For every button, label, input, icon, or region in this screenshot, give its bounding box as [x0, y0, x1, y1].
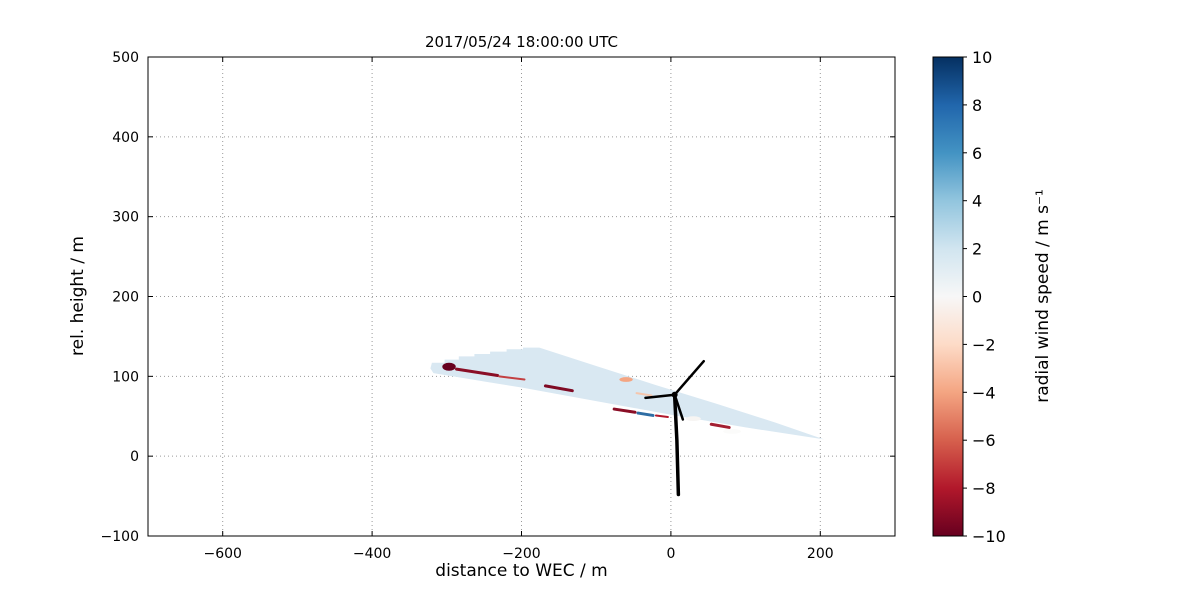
- y-tick-label: 200: [112, 290, 139, 306]
- axes-frame: −600 −400 −200 0 200 −100 0 100 200 300 400 500: [101, 50, 896, 562]
- colorbar-tick-label: 10: [972, 48, 992, 67]
- colorbar-tick-label: 6: [972, 144, 982, 163]
- plot-title: 2017/05/24 18:00:00 UTC: [424, 33, 619, 51]
- colorbar-tick-label: 2: [972, 240, 982, 259]
- lidar-scan-wedge: [430, 347, 824, 440]
- colorbar-tick-label: −6: [972, 431, 996, 450]
- colorbar: 10 8 6 4 2 0 −2 −4 −6 −8 −10: [932, 48, 1006, 546]
- x-tick-label: 200: [807, 546, 834, 562]
- y-tick-label: 300: [112, 210, 139, 226]
- y-axis-label: rel. height / m: [68, 236, 88, 356]
- x-axis-label: distance to WEC / m: [435, 561, 608, 581]
- x-tick-label: −400: [353, 546, 391, 562]
- colorbar-tick-label: −4: [972, 383, 996, 402]
- x-tick-label: −200: [502, 546, 540, 562]
- y-tick-label: 500: [112, 50, 139, 66]
- colorbar-label: radial wind speed / m s⁻¹: [1033, 189, 1053, 403]
- x-tick-label: −600: [203, 546, 241, 562]
- wind-turbine: [644, 359, 706, 497]
- colorbar-tick-label: −2: [972, 335, 996, 354]
- colorbar-tick-label: 8: [972, 96, 982, 115]
- x-tick-label: 0: [666, 546, 675, 562]
- scan-features: [442, 362, 742, 434]
- y-tick-label: −100: [101, 529, 139, 545]
- colorbar-tick-label: 4: [972, 192, 982, 211]
- y-tick-label: 0: [130, 449, 139, 465]
- colorbar-tick-label: −10: [972, 527, 1006, 546]
- colorbar-tick-label: 0: [972, 288, 982, 307]
- y-tick-label: 100: [112, 369, 139, 385]
- colorbar-tick-label: −8: [972, 479, 996, 498]
- gridlines: [148, 56, 895, 537]
- y-tick-label: 400: [112, 130, 139, 146]
